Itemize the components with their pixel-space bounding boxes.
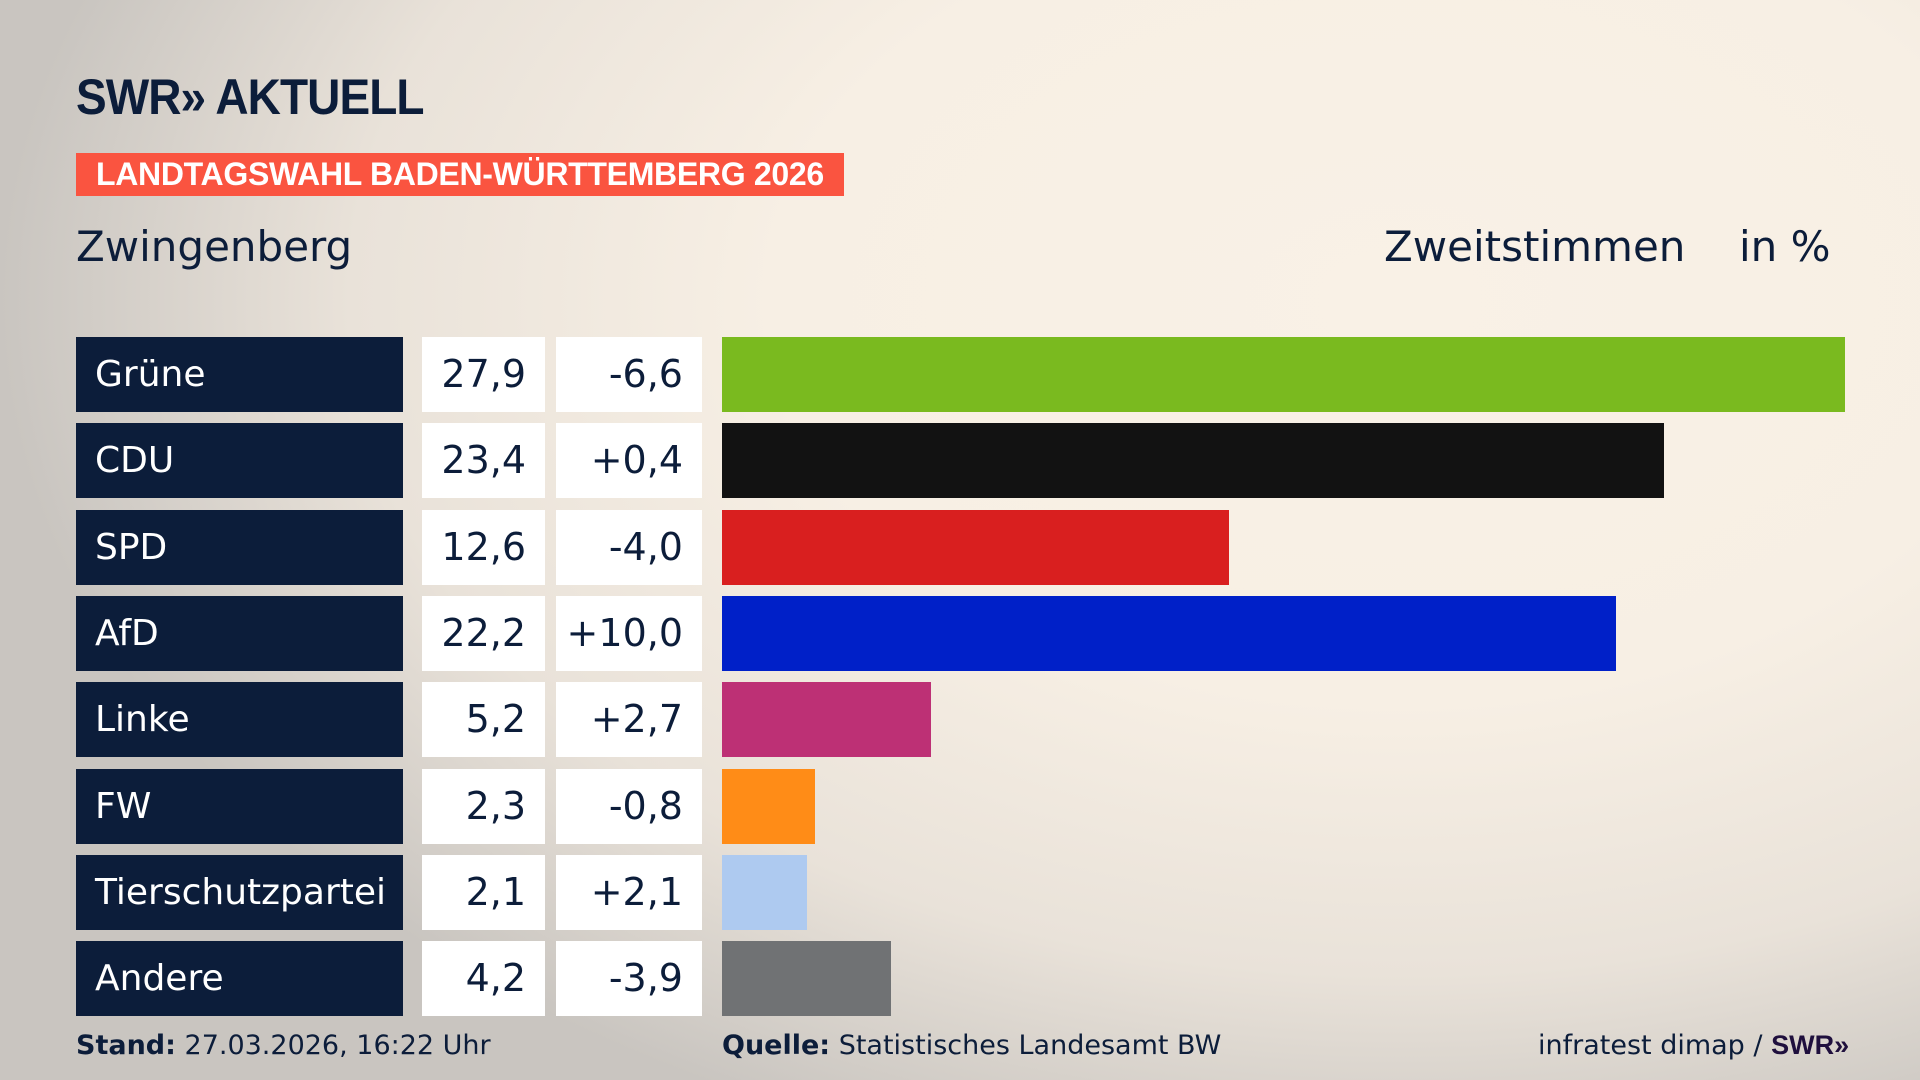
timestamp: Stand: 27.03.2026, 16:22 Uhr [76, 1030, 491, 1061]
party-label: AfD [76, 595, 403, 671]
credit-text: infratest dimap / [1538, 1030, 1763, 1061]
value-label: 27,9 [422, 337, 545, 412]
change-label: -3,9 [556, 941, 702, 1017]
change-label: +0,4 [556, 423, 702, 499]
region-title: Zwingenberg [76, 222, 353, 271]
measure-label: Zweitstimmen [1384, 222, 1686, 271]
timestamp-label: Stand: [76, 1030, 176, 1061]
party-label: Andere [76, 941, 403, 1017]
bar-7 [722, 941, 892, 1017]
election-banner: LANDTAGSWAHL BADEN-WÜRTTEMBERG 2026 [76, 153, 844, 196]
credit: infratest dimap / SWR» [1538, 1030, 1849, 1061]
party-label: CDU [76, 423, 403, 499]
timestamp-value: 27.03.2026, 16:22 Uhr [184, 1030, 491, 1061]
swr-logo-small: SWR» [1771, 1030, 1850, 1060]
source-value: Statistisches Landesamt BW [838, 1030, 1222, 1061]
value-label: 5,2 [422, 682, 545, 758]
change-label: -0,8 [556, 768, 702, 844]
change-label: -6,6 [556, 337, 702, 412]
change-label: +2,7 [556, 682, 702, 758]
unit-label: in % [1739, 222, 1831, 271]
bar-3 [722, 595, 1616, 671]
value-label: 2,1 [422, 854, 545, 930]
value-label: 12,6 [422, 509, 545, 585]
party-label: Linke [76, 682, 403, 758]
value-label: 4,2 [422, 941, 545, 1017]
swr-aktuell-logo: SWR» AKTUELL [76, 69, 424, 125]
bar-4 [722, 682, 932, 758]
value-label: 2,3 [422, 768, 545, 844]
change-label: +10,0 [556, 595, 702, 671]
source-label: Quelle: [722, 1030, 831, 1061]
bar-2 [722, 509, 1230, 585]
source: Quelle: Statistisches Landesamt BW [722, 1030, 1221, 1061]
party-label: Grüne [76, 337, 403, 412]
bar-6 [722, 854, 807, 930]
value-label: 22,2 [422, 595, 545, 671]
value-label: 23,4 [422, 423, 545, 499]
bar-5 [722, 768, 815, 844]
change-label: -4,0 [556, 509, 702, 585]
change-label: +2,1 [556, 854, 702, 930]
bar-1 [722, 423, 1664, 499]
party-label: SPD [76, 509, 403, 585]
party-label: FW [76, 768, 403, 844]
bar-0 [722, 337, 1845, 412]
party-label: Tierschutzpartei [76, 854, 403, 930]
